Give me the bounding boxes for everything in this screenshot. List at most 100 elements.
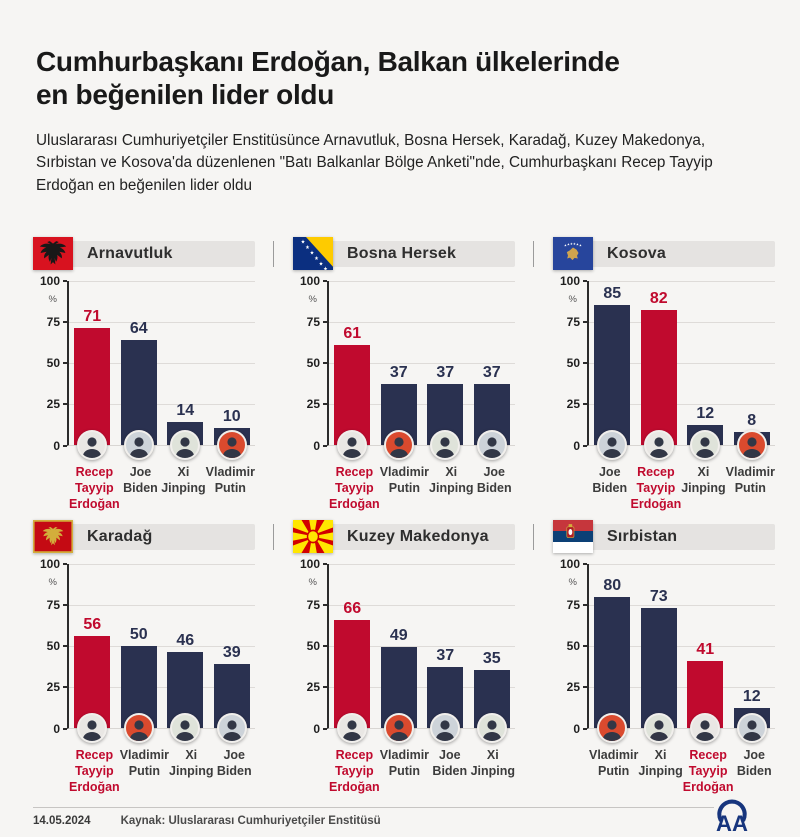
axis-tick-mark bbox=[63, 727, 67, 730]
bar-column: 80 bbox=[589, 564, 636, 743]
axis-tick: 50 bbox=[567, 355, 587, 371]
country-title-bar: Sırbistan bbox=[571, 523, 775, 550]
axis-tick-mark bbox=[63, 686, 67, 689]
axis-tick: 75 bbox=[307, 314, 327, 330]
axis-tick-label: 25 bbox=[566, 397, 580, 412]
axis-tick: 0 bbox=[313, 438, 327, 454]
country-name: Kuzey Makedonya bbox=[347, 527, 489, 545]
bar bbox=[74, 328, 111, 445]
y-axis: 100 75 50 25 0% bbox=[293, 274, 327, 453]
country-title-bar: Arnavutluk bbox=[51, 240, 255, 267]
country-flag-icon bbox=[293, 519, 333, 553]
bar-column: 56 bbox=[69, 564, 116, 743]
person-silhouette-icon bbox=[82, 437, 102, 458]
person-silhouette-icon bbox=[342, 720, 362, 741]
bar-column: 12 bbox=[729, 564, 776, 743]
axis-tick-mark bbox=[63, 403, 67, 406]
y-axis: 100 75 50 25 0% bbox=[553, 274, 587, 453]
axis-tick-mark bbox=[583, 603, 587, 606]
axis-tick-mark bbox=[323, 279, 327, 282]
leader-name-label: Joe Biden bbox=[736, 747, 772, 778]
bar-value-label: 80 bbox=[603, 576, 622, 594]
axis-tick-mark bbox=[323, 362, 327, 365]
axis-tick: 100 bbox=[560, 556, 587, 572]
plot-area: 85 82 12 8 bbox=[587, 280, 775, 460]
axis-tick-label: 50 bbox=[566, 356, 580, 371]
person-silhouette-icon bbox=[435, 720, 455, 741]
leader-name-label: Vladimir Putin bbox=[205, 464, 255, 495]
axis-tick: 100 bbox=[300, 273, 327, 289]
chart-panel-header: Bosna Hersek bbox=[293, 236, 515, 271]
plot-area: 71 64 14 10 bbox=[67, 280, 255, 460]
axis-tick: 0 bbox=[53, 438, 67, 454]
axis-tick: 100 bbox=[40, 273, 67, 289]
bar bbox=[334, 344, 371, 445]
leader-name-label: Joe Biden bbox=[592, 464, 628, 495]
axis-tick-mark bbox=[323, 727, 327, 730]
axis-tick-mark bbox=[323, 645, 327, 648]
bar-column: 64 bbox=[116, 281, 163, 460]
axis-tick-mark bbox=[323, 562, 327, 565]
leader-names-row: Recep Tayyip Erdoğan Joe Biden Xi Jinping V… bbox=[69, 464, 255, 514]
person-silhouette-icon bbox=[649, 437, 669, 458]
axis-tick-mark bbox=[63, 603, 67, 606]
bar-value-label: 85 bbox=[603, 285, 622, 303]
publish-date: 14.05.2024 bbox=[33, 814, 91, 827]
leader-avatar bbox=[216, 429, 247, 460]
axis-tick-label: 100 bbox=[39, 556, 60, 571]
footer-divider bbox=[33, 806, 714, 808]
leader-names-row: Recep Tayyip Erdoğan Vladimir Putin Xi Jin… bbox=[329, 464, 515, 514]
axis-tick: 100 bbox=[40, 556, 67, 572]
axis-unit-label: % bbox=[568, 293, 577, 305]
leader-name-label: Recep Tayyip Erdoğan bbox=[329, 464, 380, 511]
leader-name-label: Xi Jinping bbox=[161, 464, 206, 495]
axis-tick: 75 bbox=[567, 314, 587, 330]
bar-value-label: 10 bbox=[222, 408, 241, 426]
bar-column: 14 bbox=[162, 281, 209, 460]
bar-value-label: 12 bbox=[742, 688, 761, 706]
bar-column: 49 bbox=[376, 564, 423, 743]
person-silhouette-icon bbox=[342, 437, 362, 458]
axis-tick-label: 75 bbox=[566, 597, 580, 612]
axis-unit-label: % bbox=[568, 576, 577, 588]
bar-value-label: 35 bbox=[482, 650, 501, 668]
leader-avatar bbox=[337, 712, 368, 743]
bar bbox=[74, 635, 111, 728]
leader-avatar bbox=[170, 429, 201, 460]
bar-value-label: 37 bbox=[482, 364, 501, 382]
y-axis: 100 75 50 25 0% bbox=[33, 274, 67, 453]
footer: 14.05.2024 Kaynak: Uluslararası Cumhuriy… bbox=[33, 799, 770, 836]
axis-tick-mark bbox=[63, 562, 67, 565]
leader-avatar bbox=[383, 429, 414, 460]
bar-chart: 100 75 50 25 0% 80 73 41 bbox=[553, 557, 776, 743]
bar-column: 35 bbox=[469, 564, 516, 743]
axis-tick-label: 0 bbox=[53, 721, 60, 736]
y-axis: 100 75 50 25 0% bbox=[553, 557, 587, 736]
leader-name-label: Xi Jinping bbox=[169, 747, 214, 778]
footer-meta: 14.05.2024 Kaynak: Uluslararası Cumhuriy… bbox=[33, 808, 770, 827]
axis-tick-mark bbox=[583, 362, 587, 365]
bar-value-label: 37 bbox=[436, 364, 455, 382]
country-name: Kosova bbox=[607, 244, 666, 262]
axis-tick-label: 50 bbox=[46, 639, 60, 654]
chart-panel-header: Karadağ bbox=[33, 519, 255, 554]
bar-value-label: 37 bbox=[389, 364, 408, 382]
leader-avatar bbox=[430, 712, 461, 743]
bar-chart: 100 75 50 25 0% 66 49 37 bbox=[293, 557, 516, 743]
bar-column: 85 bbox=[589, 281, 636, 460]
leader-name-label: Joe Biden bbox=[476, 464, 512, 495]
bar-column: 41 bbox=[682, 564, 729, 743]
country-name: Karadağ bbox=[87, 527, 153, 545]
chart-panel-header: Kosova bbox=[553, 236, 775, 271]
bar-column: 73 bbox=[636, 564, 683, 743]
leader-avatar bbox=[597, 712, 628, 743]
leader-avatar bbox=[123, 712, 154, 743]
bar bbox=[120, 339, 157, 445]
axis-tick-mark bbox=[583, 279, 587, 282]
person-silhouette-icon bbox=[742, 437, 762, 458]
person-silhouette-icon bbox=[129, 720, 149, 741]
axis-tick: 75 bbox=[307, 597, 327, 613]
axis-tick-mark bbox=[323, 403, 327, 406]
axis-tick: 50 bbox=[567, 638, 587, 654]
axis-tick-label: 25 bbox=[306, 680, 320, 695]
